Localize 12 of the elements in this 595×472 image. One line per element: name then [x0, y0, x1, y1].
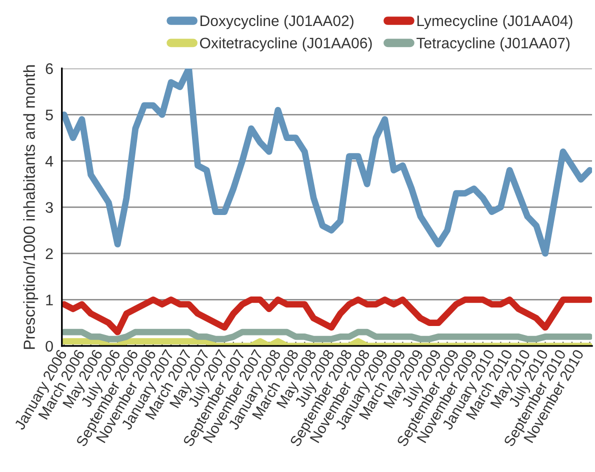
y-tick-label: 1 [46, 294, 53, 306]
y-tick-label: 2 [46, 248, 53, 259]
y-tick-label: 0 [46, 340, 53, 352]
legend-label: Lymecycline (J01AA04) [417, 15, 572, 30]
y-axis-title: Prescription/1000 inhabitants and month [23, 65, 38, 349]
y-tick-label: 3 [46, 202, 53, 213]
legend-label: Doxycycline (J01AA02) [200, 15, 354, 30]
legend-label: Oxitetracycline (J01AA06) [200, 37, 372, 52]
y-tick-label: 6 [46, 63, 53, 74]
legend-label: Tetracycline (J01AA07) [416, 37, 570, 52]
y-tick-label: 4 [45, 156, 54, 166]
y-tick-label: 5 [46, 110, 53, 120]
